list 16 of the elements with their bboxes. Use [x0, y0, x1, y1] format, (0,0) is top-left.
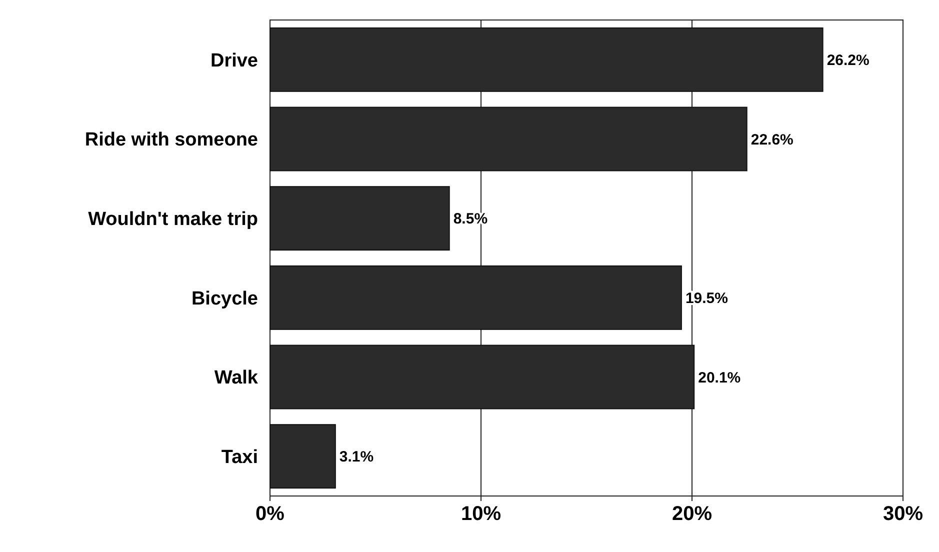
y-tick-label: Ride with someone [84, 130, 258, 151]
x-tick-label: 0% [256, 503, 285, 525]
data-label: 3.1% [339, 448, 374, 466]
x-tick-label: 30% [882, 503, 924, 525]
y-tick-label: Wouldn't make trip [88, 208, 258, 230]
data-label: 22.6% [750, 131, 794, 148]
y-tick-label: Walk [214, 368, 258, 389]
y-tick-label: Taxi [221, 446, 258, 468]
x-tick-label: 10% [460, 503, 502, 525]
data-label: 26.2% [826, 52, 870, 69]
y-tick-label: Bicycle [191, 288, 258, 310]
bar [270, 186, 450, 251]
y-tick-label: Drive [210, 50, 258, 72]
x-tick-label: 20% [672, 503, 712, 525]
data-label: 20.1% [698, 369, 741, 386]
bar [270, 424, 336, 489]
